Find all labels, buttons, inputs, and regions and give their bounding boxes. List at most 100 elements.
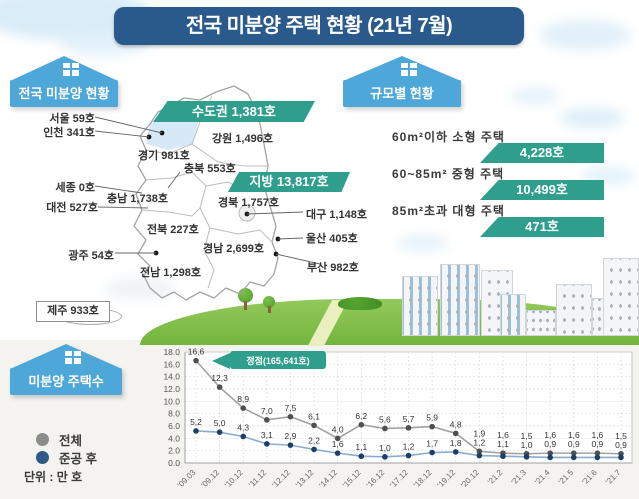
total-series-dot-icon <box>36 433 49 446</box>
map-section-title: 전국 미분양 현황 <box>10 80 118 107</box>
cloud-decoration <box>510 88 560 104</box>
svg-text:0.0: 0.0 <box>168 458 180 468</box>
size-section-title: 규모별 현황 <box>343 80 461 107</box>
map-label-busan: 부산 982호 <box>307 262 359 274</box>
svg-text:6.0: 6.0 <box>168 421 180 431</box>
svg-text:1,2: 1,2 <box>473 437 485 447</box>
svg-text:6,2: 6,2 <box>355 411 367 421</box>
map-label-gangwon: 강원 1,496호 <box>212 133 273 145</box>
svg-text:1,6: 1,6 <box>591 430 603 440</box>
bush-icon <box>338 297 382 310</box>
svg-text:'15.12: '15.12 <box>341 468 363 490</box>
map-label-jeonnam: 전남 1,298호 <box>140 267 201 279</box>
svg-text:0,9: 0,9 <box>591 439 603 449</box>
map-label-gyeongnam: 경남 2,699호 <box>203 243 264 255</box>
svg-text:4,8: 4,8 <box>450 419 462 429</box>
svg-text:'21.5: '21.5 <box>557 468 576 487</box>
svg-text:'20.12: '20.12 <box>459 468 481 490</box>
regional-banner: 지방 13,817호 <box>228 172 350 192</box>
svg-text:'12.12: '12.12 <box>270 468 292 490</box>
svg-text:12,3: 12,3 <box>211 373 228 383</box>
building-icon <box>500 294 526 336</box>
svg-text:16.0: 16.0 <box>163 359 180 369</box>
map-label-daegu: 대구 1,148호 <box>306 209 367 221</box>
svg-text:1,9: 1,9 <box>473 428 485 438</box>
svg-text:'18.12: '18.12 <box>412 468 434 490</box>
svg-text:1,1: 1,1 <box>355 442 367 452</box>
legend-item-completed: 준공 후 <box>36 448 97 467</box>
city-buildings-illustration <box>396 236 639 336</box>
chart-section-title: 미분양 주택수 <box>10 368 122 395</box>
svg-text:14.0: 14.0 <box>163 372 180 382</box>
svg-text:'13.12: '13.12 <box>294 468 316 490</box>
svg-text:1,7: 1,7 <box>426 439 438 449</box>
size-row-label: 85m²초과 대형 주택 <box>392 204 505 218</box>
svg-text:5,9: 5,9 <box>426 413 438 423</box>
svg-text:18.0: 18.0 <box>163 347 180 357</box>
svg-text:'21.6: '21.6 <box>580 468 599 487</box>
legend-label: 준공 후 <box>59 452 97 466</box>
svg-text:'14.12: '14.12 <box>317 468 339 490</box>
map-label-gyeonggi: 경기 981호 <box>138 150 190 162</box>
legend-label: 전체 <box>59 434 83 448</box>
svg-text:7,5: 7,5 <box>285 403 297 413</box>
window-icon <box>63 63 79 76</box>
svg-text:1,6: 1,6 <box>497 430 509 440</box>
size-row-value: 10,499호 <box>480 180 604 200</box>
svg-text:4,3: 4,3 <box>237 422 249 432</box>
svg-text:2,2: 2,2 <box>308 435 320 445</box>
building-icon <box>402 276 438 336</box>
svg-text:12.0: 12.0 <box>163 384 180 394</box>
svg-text:1,6: 1,6 <box>544 430 556 440</box>
svg-text:2,9: 2,9 <box>285 431 297 441</box>
map-label-sejong: 세종 0호 <box>55 182 95 194</box>
svg-text:1,0: 1,0 <box>379 443 391 453</box>
svg-text:10.0: 10.0 <box>163 396 180 406</box>
legend-item-total: 전체 <box>36 430 82 449</box>
svg-text:'21.4: '21.4 <box>533 468 552 487</box>
cloud-decoration <box>560 108 624 128</box>
svg-text:'11.12: '11.12 <box>247 468 269 490</box>
svg-text:4.0: 4.0 <box>168 433 180 443</box>
map-label-jeonbuk: 전북 227호 <box>147 224 199 236</box>
svg-text:0,9: 0,9 <box>615 440 627 450</box>
svg-text:1,8: 1,8 <box>450 438 462 448</box>
map-section-header: 전국 미분양 현황 <box>10 56 118 107</box>
svg-text:'19.12: '19.12 <box>436 468 458 490</box>
svg-text:1,6: 1,6 <box>568 430 580 440</box>
svg-text:1,6: 1,6 <box>332 439 344 449</box>
map-label-jeju: 제주 933호 <box>36 301 110 322</box>
cloud-decoration <box>540 20 630 50</box>
svg-text:'21.2: '21.2 <box>486 468 505 487</box>
svg-text:'17.12: '17.12 <box>388 468 410 490</box>
size-row-label: 60m²이하 소형 주택 <box>392 130 505 144</box>
tree-icon <box>263 296 275 308</box>
window-icon <box>65 351 81 364</box>
map-label-ulsan: 울산 405호 <box>306 233 358 245</box>
svg-text:'21.3: '21.3 <box>510 468 529 487</box>
svg-text:16,6: 16,6 <box>188 347 205 357</box>
map-label-chungbuk: 충북 553호 <box>184 163 236 175</box>
map-label-daejeon: 대전 527호 <box>46 202 98 214</box>
svg-text:2.0: 2.0 <box>168 446 180 456</box>
svg-text:'09.12: '09.12 <box>199 468 221 490</box>
svg-text:'16.12: '16.12 <box>365 468 387 490</box>
svg-text:5,7: 5,7 <box>403 414 415 424</box>
unsold-housing-line-chart: 0.0 2.0 4.0 6.0 8.0 10.0 12.0 14.0 16.0 18.0 '09.0… <box>163 347 633 490</box>
unit-label: 단위 : 만 호 <box>24 470 83 484</box>
map-label-chungnam: 충남 1,738호 <box>107 193 168 205</box>
svg-text:정점(165,641호): 정점(165,641호) <box>246 355 309 366</box>
svg-text:1,2: 1,2 <box>403 442 415 452</box>
svg-text:7,0: 7,0 <box>261 406 273 416</box>
map-label-gwangju: 광주 54호 <box>68 250 114 262</box>
size-section-header: 규모별 현황 <box>343 56 461 107</box>
map-label-seoul: 서울 59호 <box>49 113 95 125</box>
svg-text:0,9: 0,9 <box>544 439 556 449</box>
cloud-decoration <box>398 236 448 250</box>
completed-series-dot-icon <box>36 451 49 464</box>
chart-section-header: 미분양 주택수 <box>10 344 122 395</box>
building-icon <box>440 264 480 336</box>
svg-text:6,1: 6,1 <box>308 411 320 421</box>
size-row-value: 471호 <box>480 217 604 237</box>
svg-text:5,2: 5,2 <box>190 417 202 427</box>
